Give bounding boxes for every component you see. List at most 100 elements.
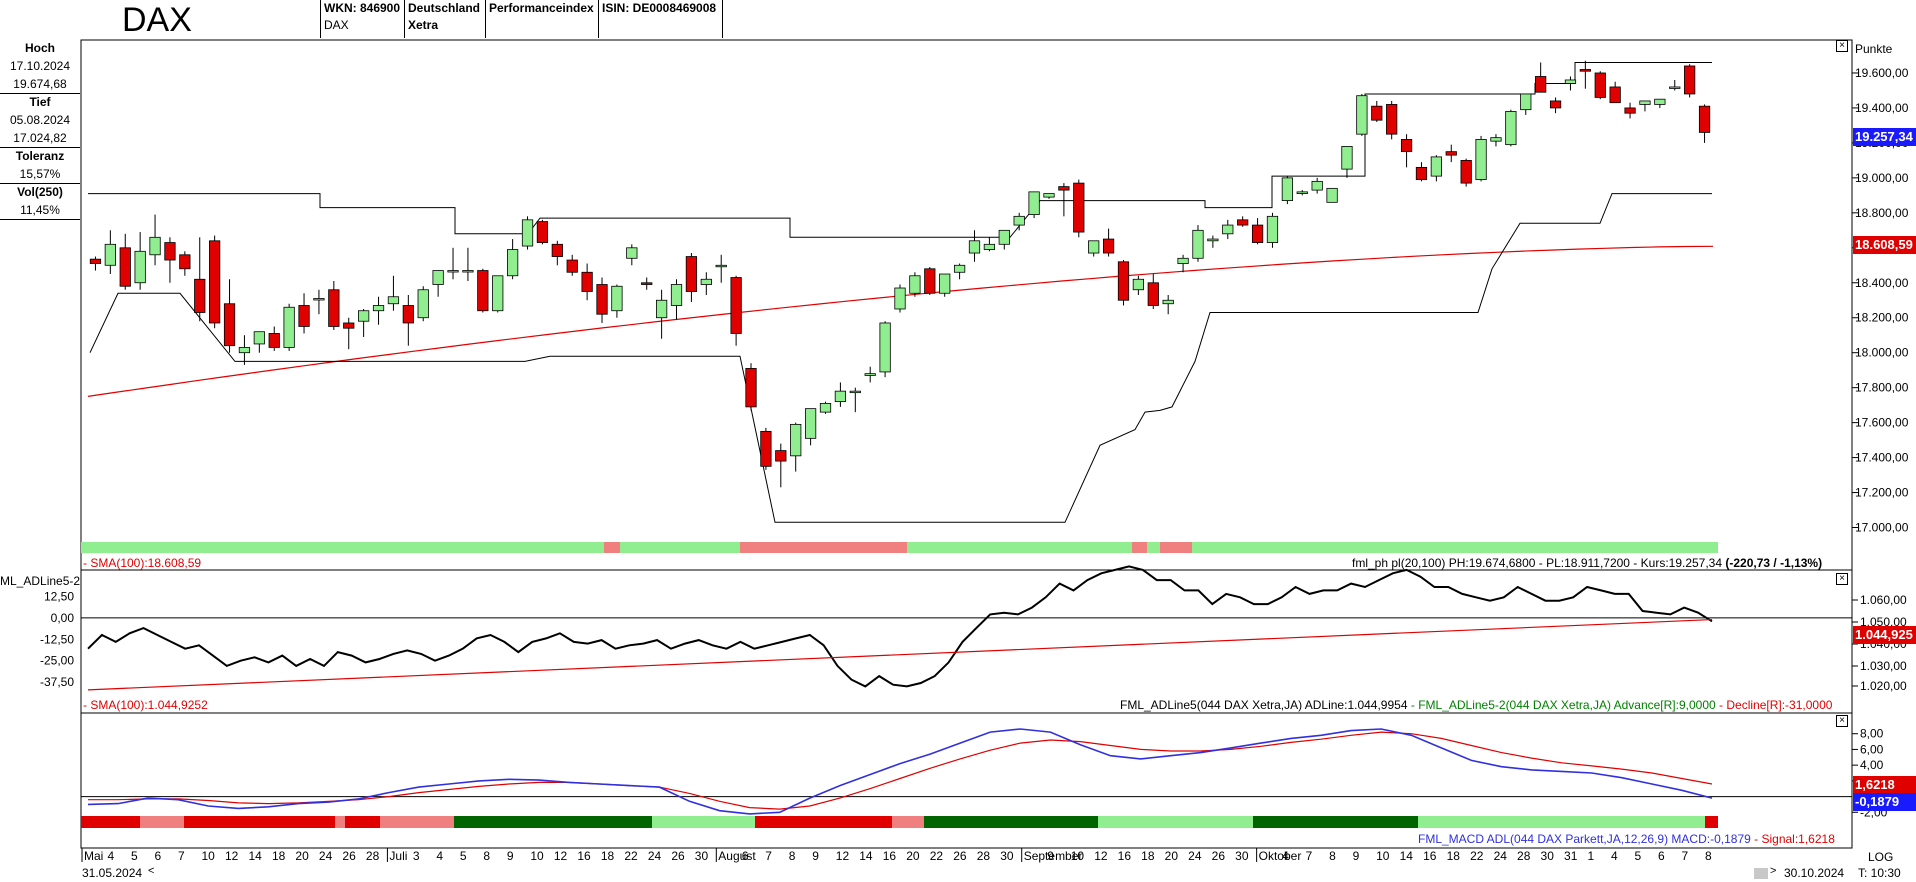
- date-tick-label: 6: [1658, 849, 1665, 863]
- y-tick-label: 18.800,00: [1855, 206, 1909, 220]
- candle-up: [939, 273, 951, 294]
- date-tick-label: 30: [1235, 849, 1249, 863]
- date-tick-label: 26: [953, 849, 967, 863]
- sma-tag: 18.608,59: [1853, 236, 1916, 254]
- date-tick-label: 4: [107, 849, 114, 863]
- candle-up: [507, 249, 519, 277]
- wkn-sub: DAX: [324, 18, 349, 32]
- main-panel-close-icon[interactable]: ×: [1836, 40, 1848, 52]
- main-panel: 17.000,00 17.200,00 17.400,00 17.600,00 17.8…: [81, 60, 1909, 553]
- trend-band-segment: [1160, 542, 1192, 553]
- candle-up: [1192, 229, 1204, 259]
- candle-down: [551, 243, 563, 257]
- date-tick-label: 24: [319, 849, 333, 863]
- log-toggle[interactable]: LOG: [1868, 850, 1894, 864]
- date-tick-label: 20: [295, 849, 309, 863]
- main-panel-frame: [80, 39, 1853, 571]
- adline-series: [87, 565, 1713, 688]
- ad-left-tick-label: -12,50: [40, 632, 74, 646]
- candle-down: [1445, 151, 1457, 156]
- date-tick-label: 9: [1047, 849, 1054, 863]
- date-tick-label: 4: [436, 849, 443, 863]
- vol-value: 11,45%: [20, 203, 60, 217]
- macd-band-segment: [892, 816, 924, 828]
- candle-down: [1698, 105, 1711, 133]
- y-tick-label: 18.200,00: [1855, 311, 1909, 325]
- scroll-right-icon[interactable]: >: [1770, 865, 1777, 877]
- date-tick-label: 20: [1165, 849, 1179, 863]
- date-tick-label: 28: [977, 849, 991, 863]
- date-tick-label: August: [718, 849, 756, 863]
- axis-unit-label: Punkte: [1855, 42, 1893, 56]
- candle-up: [611, 285, 623, 312]
- candle-up: [700, 278, 712, 285]
- macd-tag: -0,1879: [1853, 793, 1916, 811]
- date-axis: Mai 4 5 6 7 10 12 14 18 20 24 26 28 Juli 3 4 5 8 9 10 12 16 18…: [81, 847, 1852, 863]
- adline-panel-close-icon[interactable]: ×: [1836, 573, 1848, 585]
- date-tick-label: 10: [201, 849, 215, 863]
- candle-up: [849, 390, 861, 394]
- scroll-left-icon[interactable]: <: [148, 865, 155, 877]
- trend-band-segment: [907, 542, 1132, 553]
- y-tick-label: 17.000,00: [1855, 521, 1909, 535]
- candle-down: [194, 278, 206, 313]
- date-tick-label: 28: [366, 849, 380, 863]
- candle-up: [1475, 139, 1487, 181]
- candle-down: [1549, 100, 1562, 109]
- trend-band-segment: [1132, 542, 1147, 553]
- candle-up: [1177, 257, 1189, 264]
- candle-up: [358, 310, 370, 322]
- candle-up: [1639, 100, 1651, 105]
- macd-band-segment: [1705, 816, 1718, 828]
- date-tick-label: 30: [1541, 849, 1555, 863]
- candle-up: [417, 289, 429, 319]
- candle-up: [894, 287, 906, 310]
- macd-band-segment: [755, 816, 892, 828]
- hoch-label: Hoch: [25, 41, 55, 55]
- candle-up: [104, 243, 116, 266]
- macd-band-segment: [1418, 816, 1705, 828]
- date-tick-label: 7: [1682, 849, 1689, 863]
- candle-up: [909, 275, 921, 294]
- isin-label: ISIN: DE0008469008: [602, 1, 717, 15]
- candle-up: [1088, 240, 1100, 254]
- date-tick-label: 6: [154, 849, 161, 863]
- date-tick-label: 22: [930, 849, 944, 863]
- candle-down: [223, 303, 236, 347]
- date-tick-label: 12: [225, 849, 239, 863]
- info-legend-text: fml_ph pl(20,100) PH:19.674,6800 - PL:18…: [1352, 556, 1723, 570]
- candle-up: [864, 373, 876, 376]
- candle-up: [492, 275, 504, 312]
- macd-band-segment: [345, 816, 380, 828]
- candle-up: [521, 219, 534, 247]
- trend-band-segment: [620, 542, 740, 553]
- candle-up: [1207, 238, 1219, 242]
- date-tick-label: 1: [1588, 849, 1595, 863]
- candle-up: [462, 270, 474, 273]
- hoch-date: 17.10.2024: [9, 59, 71, 73]
- candle-down: [1386, 104, 1398, 135]
- candle-up: [834, 390, 847, 403]
- date-tick-label: 9: [507, 849, 514, 863]
- tief-label: Tief: [29, 95, 51, 109]
- candle-down: [581, 271, 593, 292]
- candle-up: [804, 408, 817, 439]
- candle-down: [536, 221, 549, 243]
- macd-band-segment: [380, 816, 454, 828]
- candle-up: [1490, 137, 1502, 142]
- upper-channel-line: [88, 62, 1712, 238]
- date-tick-label: September: [1024, 849, 1083, 863]
- info-legend: fml_ph pl(20,100) PH:19.674,6800 - PL:18…: [1352, 556, 1822, 570]
- macd-panel-close-icon[interactable]: ×: [1836, 715, 1848, 727]
- date-tick-label: 14: [1400, 849, 1414, 863]
- start-date: 31.05.2024: [82, 866, 143, 880]
- candle-down: [1237, 219, 1249, 226]
- scroll-thumb[interactable]: [1754, 868, 1768, 879]
- candle-up: [149, 236, 161, 256]
- adline-sma-line: [87, 618, 1713, 691]
- candle-up: [1043, 193, 1055, 198]
- candle-down: [1147, 282, 1159, 306]
- y-tick-label: 19.600,00: [1855, 66, 1909, 80]
- date-tick-label: 26: [342, 849, 356, 863]
- date-tick-label: 18: [272, 849, 286, 863]
